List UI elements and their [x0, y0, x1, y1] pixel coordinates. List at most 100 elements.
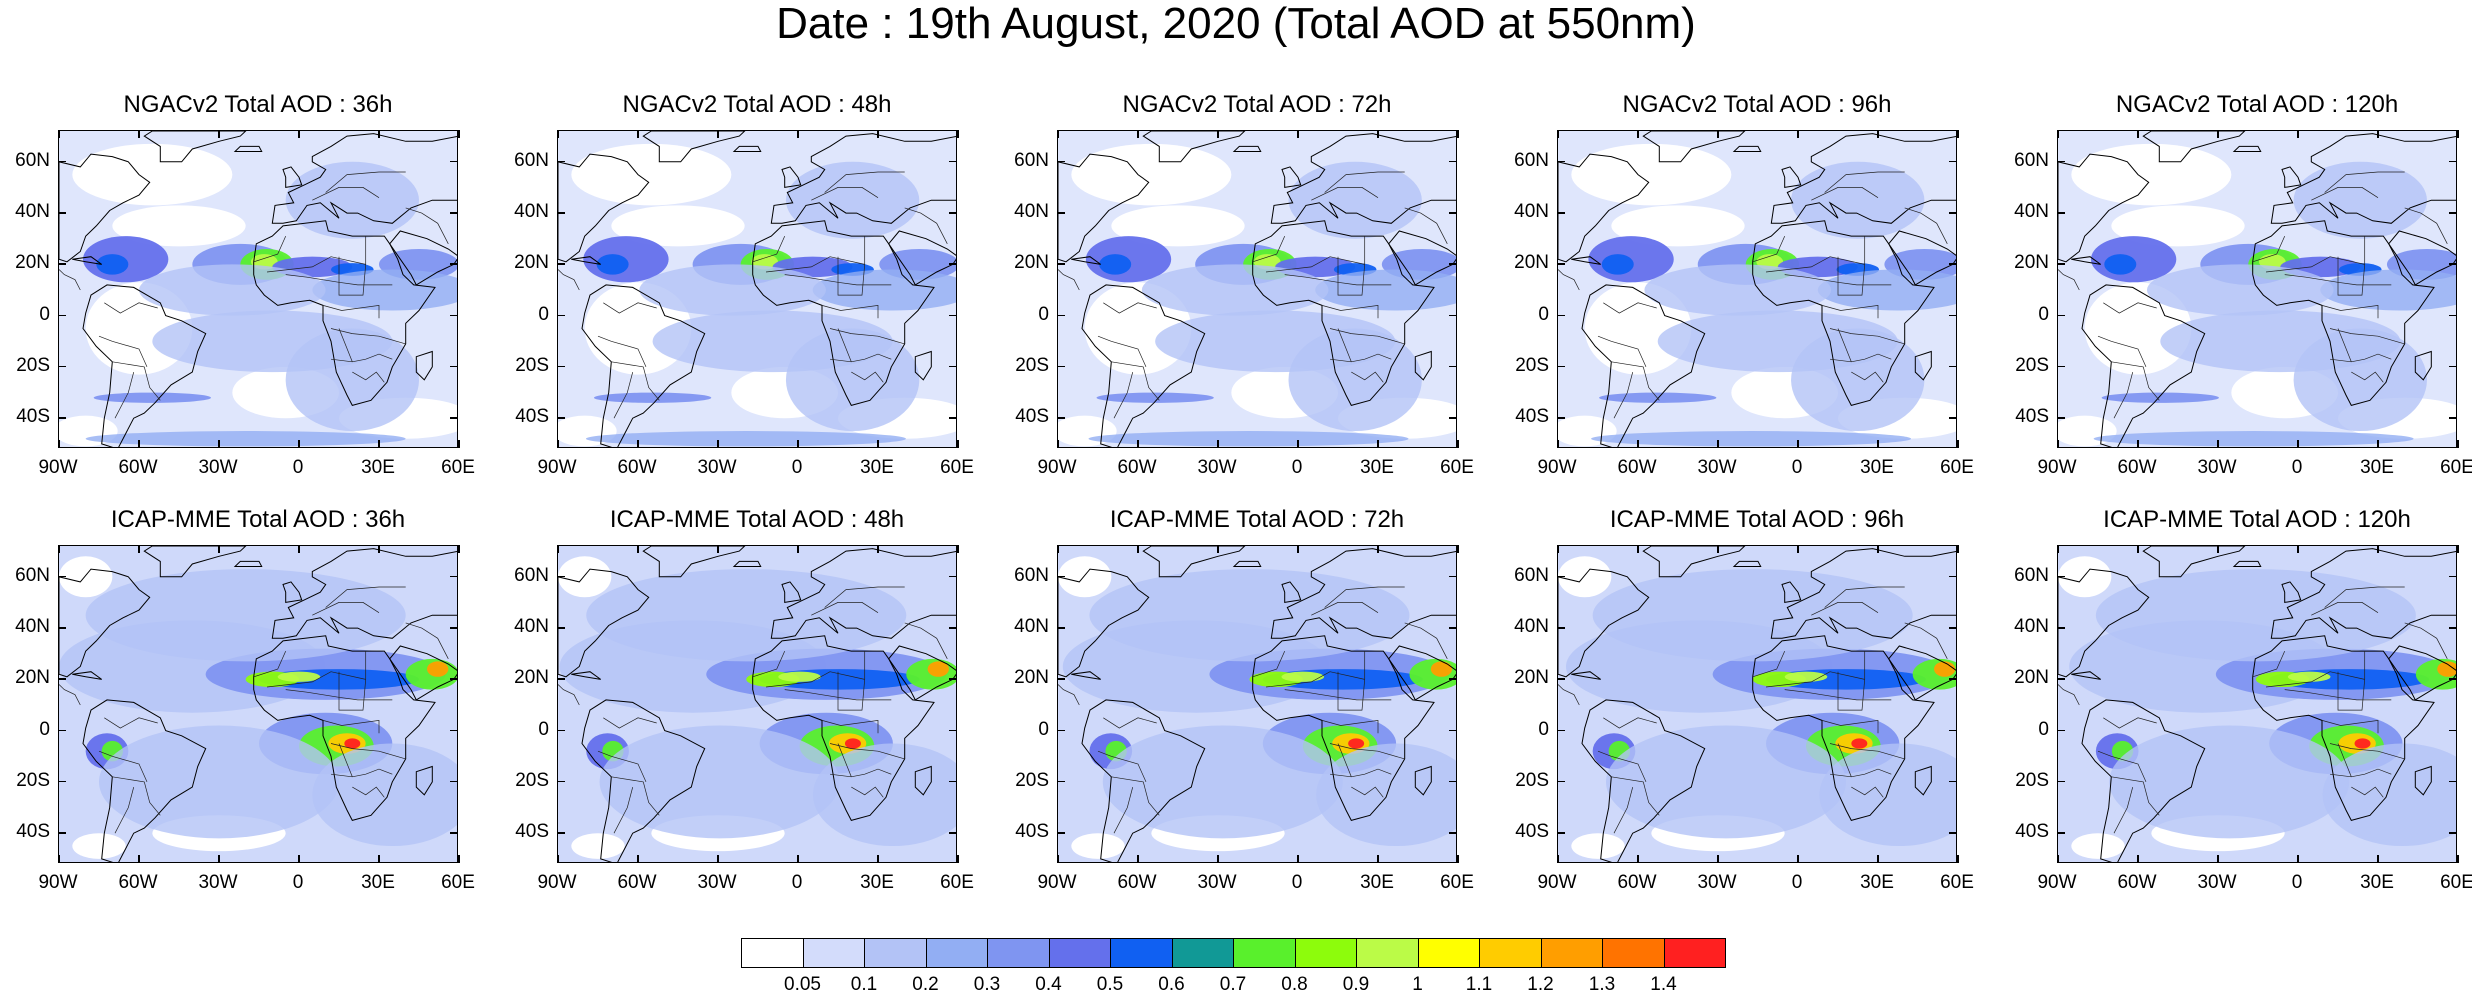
- aod-plume: [1315, 269, 1456, 311]
- latitude-tick: [2449, 729, 2457, 732]
- aod-plume: [1791, 328, 1925, 432]
- country-border: [1329, 768, 1392, 778]
- longitude-tick: [138, 440, 140, 448]
- latitude-label: 20S: [16, 769, 50, 791]
- latitude-tick: [450, 365, 458, 368]
- longitude-label: 90W: [38, 872, 78, 893]
- colorbar-label: 1: [1412, 974, 1423, 995]
- clean-air-patch: [1611, 205, 1745, 247]
- map-panel: NGACv2 Total AOD : 120h 60N 40N 20N 0 20S 40S 9…: [2014, 92, 2472, 490]
- map-panel: ICAP-MME Total AOD : 48h 60N 40N 20N 0 20S 40S…: [514, 507, 1017, 905]
- latitude-label: 0: [1038, 303, 1049, 325]
- longitude-tick: [557, 130, 559, 138]
- coastline-europe: [2270, 133, 2456, 224]
- clean-air-patch: [2071, 143, 2232, 206]
- longitude-tick: [2217, 855, 2219, 863]
- latitude-tick: [450, 678, 458, 680]
- coastline-britain: [282, 581, 303, 603]
- longitude-tick: [2137, 440, 2139, 448]
- country-border: [829, 328, 905, 345]
- longitude-tick: [2137, 545, 2139, 553]
- latitude-tick: [2057, 575, 2065, 578]
- latitude-tick: [557, 365, 565, 368]
- longitude-label: 0: [1791, 457, 1803, 478]
- coastline-cuba: [2071, 671, 2101, 680]
- longitude-tick: [1957, 130, 1959, 138]
- latitude-tick: [2449, 575, 2457, 578]
- latitude-label: 60N: [1014, 149, 1049, 171]
- latitude-tick: [450, 780, 458, 783]
- latitude-label: 40N: [514, 616, 549, 638]
- longitude-label: 30W: [697, 872, 737, 893]
- longitude-tick: [877, 130, 879, 138]
- longitude-tick: [957, 855, 959, 863]
- coastline-greenland: [143, 546, 247, 578]
- aod-field-map: [1558, 546, 1956, 862]
- country-border: [1311, 187, 1379, 201]
- latitude-label: 40N: [1514, 201, 1549, 223]
- longitude-tick: [378, 545, 380, 553]
- country-border: [104, 717, 158, 729]
- coastline-madagascar: [415, 765, 433, 796]
- latitude-tick: [1557, 160, 1565, 163]
- country-border: [2111, 776, 2160, 816]
- longitude-tick: [2297, 440, 2299, 448]
- country-border: [1829, 768, 1892, 778]
- latitude-tick: [58, 263, 66, 265]
- longitude-tick: [458, 545, 460, 553]
- latitude-label: 20S: [1015, 354, 1049, 376]
- country-border: [904, 207, 948, 244]
- country-border: [1837, 743, 1852, 777]
- map-frame: [58, 130, 458, 448]
- longitude-tick: [2297, 545, 2299, 553]
- longitude-tick: [1877, 855, 1879, 863]
- coastline-europe: [1270, 548, 1456, 639]
- country-border: [330, 328, 406, 345]
- latitude-tick: [2449, 365, 2457, 368]
- aod-plume: [812, 269, 956, 311]
- country-border: [1752, 235, 1786, 263]
- latitude-label: 60N: [15, 149, 50, 171]
- latitude-tick: [2057, 314, 2065, 317]
- aod-plume: [344, 738, 361, 749]
- longitude-tick: [298, 545, 300, 553]
- map-panel: NGACv2 Total AOD : 72h 60N 40N 20N 0 20S 40S 90…: [1014, 92, 1517, 490]
- coastline-greenland: [1142, 131, 1246, 163]
- colorbar-swatch: [925, 938, 988, 968]
- coastline-britain: [282, 166, 303, 188]
- coastline-iceland: [1732, 145, 1762, 152]
- country-border: [1351, 371, 1384, 383]
- latitude-label: 20S: [16, 354, 50, 376]
- latitude-tick: [1057, 160, 1065, 163]
- country-border: [811, 602, 879, 616]
- longitude-label: 0: [2291, 872, 2303, 893]
- country-border: [1824, 171, 1905, 193]
- aod-plume: [586, 569, 907, 662]
- longitude-label: 30W: [1197, 872, 1237, 893]
- colorbar-label: 0.2: [912, 974, 939, 995]
- longitude-tick: [218, 545, 220, 553]
- latitude-tick: [1949, 212, 1957, 214]
- aod-plume: [2354, 738, 2371, 749]
- country-border: [1765, 256, 1865, 273]
- latitude-tick: [2449, 678, 2457, 680]
- clean-air-patch: [2084, 282, 2192, 375]
- coastline-northam: [558, 153, 650, 263]
- aod-plume: [1644, 264, 1832, 316]
- clean-air-patch: [571, 833, 625, 859]
- coastline-iceland: [732, 560, 762, 567]
- map-panel: NGACv2 Total AOD : 96h 60N 40N 20N 0 20S 40S 90…: [1514, 92, 2017, 490]
- longitude-tick: [1217, 855, 1219, 863]
- clean-air-patch: [1571, 143, 1732, 206]
- longitude-tick: [797, 130, 799, 138]
- country-border: [1111, 776, 1160, 816]
- longitude-label: 0: [292, 872, 304, 893]
- latitude-tick: [557, 780, 565, 783]
- latitude-label: 60N: [2014, 564, 2049, 586]
- clean-air-patch: [1071, 833, 1125, 859]
- latitude-tick: [58, 314, 66, 317]
- country-border: [114, 787, 135, 834]
- longitude-tick: [1377, 545, 1379, 553]
- latitude-tick: [58, 627, 66, 629]
- latitude-tick: [949, 263, 957, 265]
